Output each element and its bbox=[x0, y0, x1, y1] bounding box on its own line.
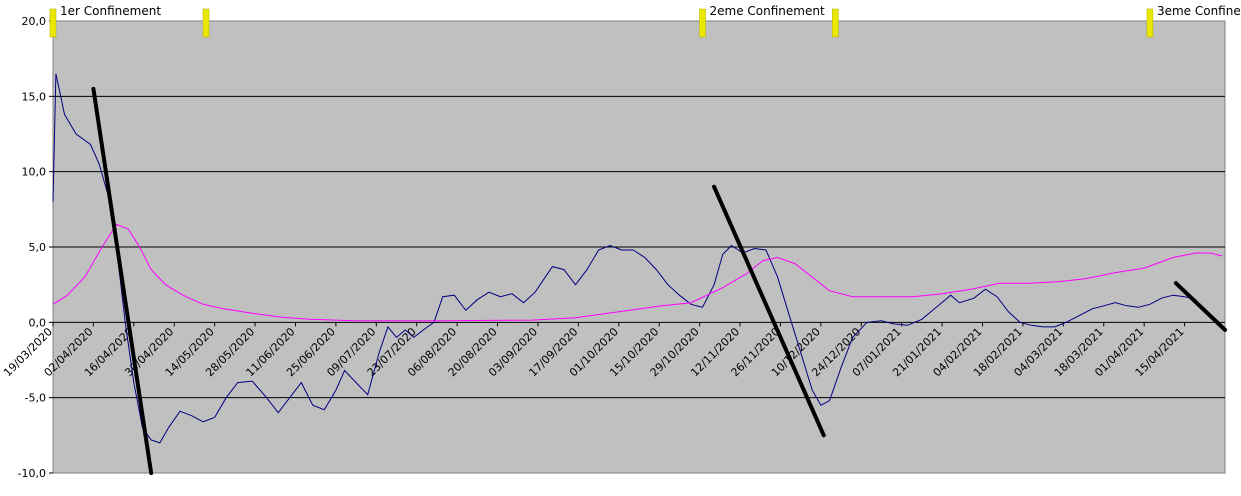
confinement-marker bbox=[699, 8, 706, 38]
drawn-trend-line bbox=[91, 86, 154, 475]
drawn-trend-lines bbox=[91, 86, 1227, 475]
confinement-marker bbox=[49, 8, 57, 38]
annotation-markers: 1er Confinement 2eme Confinement 3eme Conf… bbox=[49, 4, 1241, 38]
y-tick-label: -10,0 bbox=[18, 467, 46, 480]
y-tick-label: 0,0 bbox=[29, 316, 47, 329]
y-tick-label: -5,0 bbox=[25, 392, 46, 405]
series-lines bbox=[52, 73, 1223, 444]
y-tick-label: 20,0 bbox=[22, 15, 47, 28]
confinement-label: 3eme Confine bbox=[1157, 4, 1241, 18]
confinement-marker bbox=[1146, 8, 1154, 38]
y-axis-ticks: 20,0 15,0 10,0 5,0 0,0 -5,0 -10,0 bbox=[18, 15, 53, 480]
y-tick-label: 5,0 bbox=[29, 241, 47, 254]
series-line-2 bbox=[52, 223, 1223, 322]
confinement-marker bbox=[202, 8, 210, 38]
drawn-trend-line bbox=[712, 184, 826, 438]
y-tick-label: 15,0 bbox=[22, 90, 47, 103]
drawn-trend-line bbox=[1173, 281, 1227, 332]
series-line-1 bbox=[52, 73, 1197, 444]
gridlines bbox=[53, 95, 1225, 399]
y-tick-label: 10,0 bbox=[22, 166, 47, 179]
confinement-label: 2eme Confinement bbox=[710, 4, 825, 18]
confinement-marker bbox=[832, 8, 839, 38]
confinement-label: 1er Confinement bbox=[60, 4, 161, 18]
